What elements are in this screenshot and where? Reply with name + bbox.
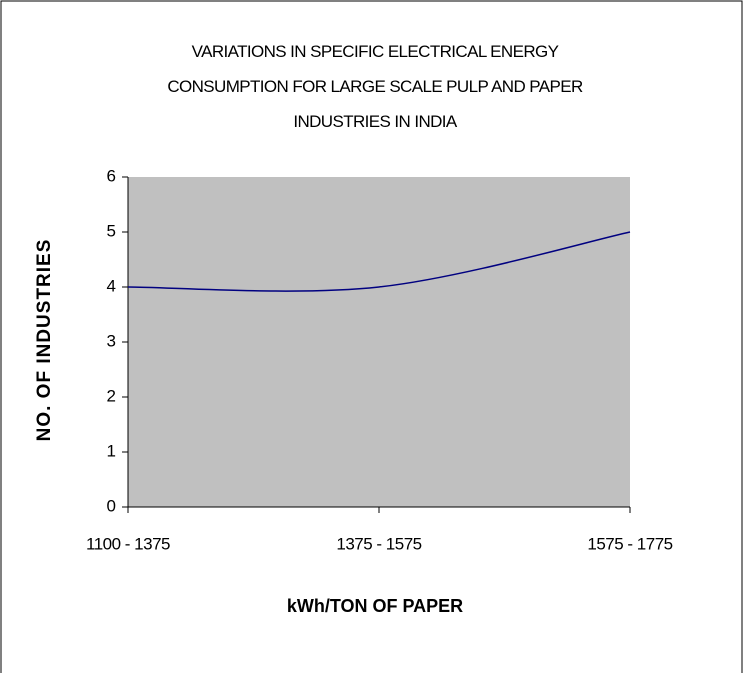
y-tick-label: 5 <box>107 221 116 240</box>
plot-area <box>128 177 630 507</box>
y-tick-label: 3 <box>107 331 116 350</box>
y-axis-label: NO. OF INDUSTRIES <box>34 239 55 442</box>
x-axis-label: kWh/TON OF PAPER <box>287 596 463 616</box>
data-line <box>127 231 631 292</box>
y-tick-label: 4 <box>107 276 116 295</box>
y-tick-label: 0 <box>107 496 116 515</box>
y-tick-label: 2 <box>107 386 116 405</box>
x-tick-label: 1375 - 1575 <box>336 534 421 553</box>
y-tick-label: 1 <box>107 441 116 460</box>
x-tick-label: 1575 - 1775 <box>587 534 672 553</box>
chart-title: VARIATIONS IN SPECIFIC ELECTRICAL ENERGY… <box>167 42 583 131</box>
x-tick-label: 1100 - 1375 <box>86 534 170 553</box>
y-tick-label: 6 <box>107 166 116 185</box>
